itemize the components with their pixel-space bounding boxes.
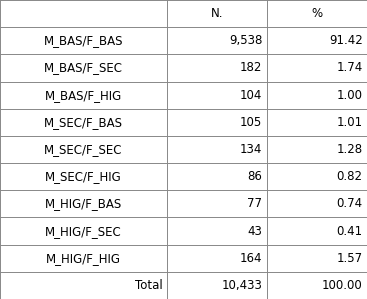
Text: Total: Total [135,279,163,292]
Text: 1.28: 1.28 [337,143,363,156]
Text: 104: 104 [240,89,262,102]
Text: 43: 43 [247,225,262,237]
Text: 10,433: 10,433 [222,279,262,292]
Text: 9,538: 9,538 [229,34,262,47]
Text: 164: 164 [240,252,262,265]
Text: 0.41: 0.41 [337,225,363,237]
Text: 134: 134 [240,143,262,156]
Text: M_HIG/F_BAS: M_HIG/F_BAS [45,197,122,210]
Text: M_SEC/F_SEC: M_SEC/F_SEC [44,143,123,156]
Text: 1.01: 1.01 [337,116,363,129]
Text: 1.00: 1.00 [337,89,363,102]
Text: %: % [311,7,323,20]
Text: 91.42: 91.42 [329,34,363,47]
Text: M_BAS/F_SEC: M_BAS/F_SEC [44,62,123,74]
Text: 1.74: 1.74 [336,62,363,74]
Text: N.: N. [211,7,223,20]
Text: M_HIG/F_HIG: M_HIG/F_HIG [46,252,121,265]
Text: 1.57: 1.57 [337,252,363,265]
Text: 105: 105 [240,116,262,129]
Text: 77: 77 [247,197,262,210]
Text: 0.74: 0.74 [337,197,363,210]
Text: 100.00: 100.00 [322,279,363,292]
Text: 86: 86 [247,170,262,183]
Text: M_BAS/F_BAS: M_BAS/F_BAS [44,34,123,47]
Text: M_HIG/F_SEC: M_HIG/F_SEC [45,225,122,237]
Text: M_SEC/F_BAS: M_SEC/F_BAS [44,116,123,129]
Text: 0.82: 0.82 [337,170,363,183]
Text: 182: 182 [240,62,262,74]
Text: M_BAS/F_HIG: M_BAS/F_HIG [45,89,122,102]
Text: M_SEC/F_HIG: M_SEC/F_HIG [45,170,122,183]
